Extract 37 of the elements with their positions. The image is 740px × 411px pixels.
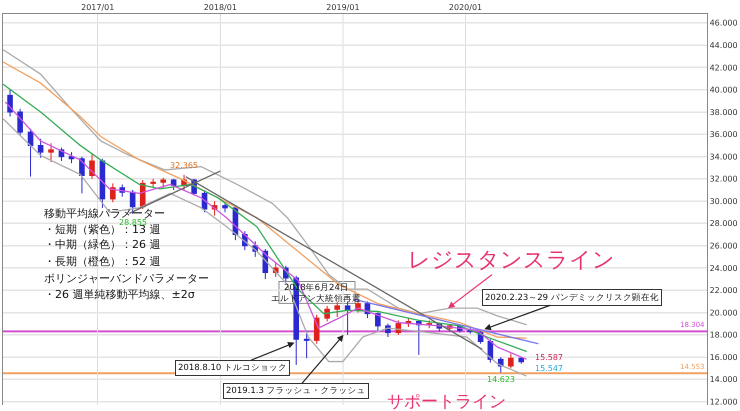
annotation: レジスタンスライン [408, 248, 615, 273]
y-tick-label: 20.000 [710, 308, 738, 318]
annotation: 28.855 [119, 218, 147, 227]
x-tick-label: 2017/01 [81, 2, 114, 12]
y-tick-label: 44.000 [710, 40, 738, 50]
annotation: 2019.1.3 フラッシュ・クラッシュ [226, 386, 366, 396]
annotation: 32.365 [170, 161, 198, 170]
y-tick-label: 28.000 [710, 219, 738, 228]
y-tick-label: 38.000 [710, 108, 738, 117]
x-tick-label: 2019/01 [326, 2, 360, 12]
annotation: ・中期（緑色）：26 週 [44, 238, 160, 251]
annotation: 15.547 [535, 364, 563, 373]
y-tick-label: 22.000 [710, 286, 738, 296]
y-tick-label: 36.000 [710, 130, 738, 140]
annotation: 14.623 [487, 375, 515, 384]
x-tick-label: 2018/01 [204, 2, 237, 12]
y-tick-label: 18.000 [710, 330, 738, 340]
annotation: 移動平均線パラメーター [44, 207, 165, 220]
y-tick-label: 42.000 [710, 63, 738, 72]
annotation: 15.587 [535, 353, 563, 362]
y-tick-label: 46.000 [710, 18, 738, 28]
annotation: サポートライン [387, 392, 506, 411]
y-tick-label: 24.000 [710, 264, 738, 273]
annotation: 2018.8.10 トルコショック [178, 363, 287, 373]
y-tick-label: 12.000 [710, 397, 738, 406]
annotation: ・長期（橙色）：52 週 [44, 255, 160, 268]
y-tick-label: 26.000 [710, 242, 738, 250]
y-tick-label: 14.000 [710, 375, 738, 384]
y-tick-label: 30.000 [710, 196, 738, 206]
y-tick-label: 16.000 [710, 352, 738, 362]
annotation: ・26 週単純移動平均線、±2σ [44, 288, 195, 301]
annotation: 2020.2.23～29 パンデミックリスク顕在化 [485, 292, 659, 303]
y-tick-label: 40.000 [710, 86, 738, 95]
y-tick-label: 32.000 [710, 174, 738, 184]
annotation: ボリンジャーバンドパラメーター [44, 272, 209, 285]
x-tick-label: 2020/01 [448, 2, 482, 12]
y-tick-label: 34.000 [710, 152, 738, 162]
